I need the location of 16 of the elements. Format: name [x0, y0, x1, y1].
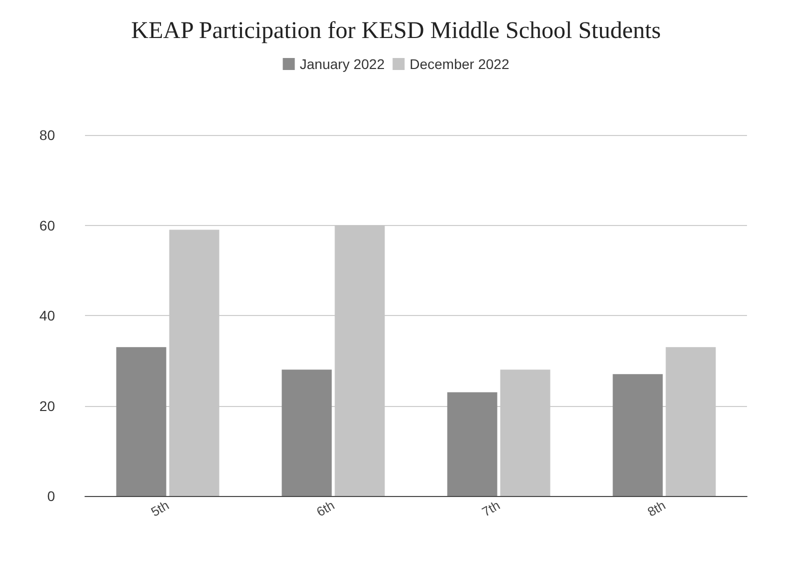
- bar: [282, 370, 332, 496]
- chart-title: KEAP Participation for KESD Middle School Students: [131, 18, 661, 44]
- bar: [116, 347, 166, 496]
- y-tick-label: 40: [39, 308, 56, 324]
- y-tick-label: 80: [39, 127, 56, 143]
- x-tick-label: 5th: [148, 498, 172, 520]
- x-tick-label: 8th: [644, 498, 668, 520]
- x-tick-label: 7th: [479, 498, 502, 520]
- bar: [612, 374, 663, 496]
- x-tick-label: 6th: [314, 498, 337, 520]
- y-tick-label: 60: [39, 217, 56, 234]
- legend-label: January 2022: [300, 56, 385, 72]
- y-tick-label: 0: [47, 488, 56, 504]
- legend-label: December 2022: [410, 56, 510, 72]
- y-tick-label: 20: [39, 398, 56, 414]
- bar: [447, 392, 498, 496]
